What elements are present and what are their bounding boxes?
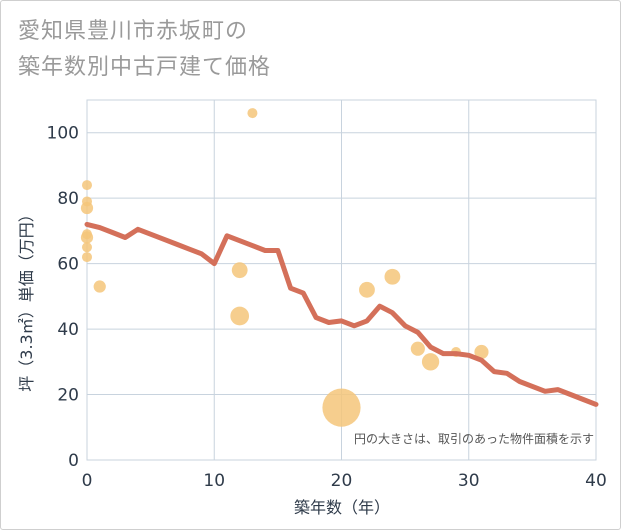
x-tick-label: 30 [458, 471, 480, 491]
y-tick-label: 100 [47, 124, 79, 144]
x-tick-label: 20 [331, 471, 353, 491]
bubble-point [80, 231, 94, 244]
bubble-point [80, 201, 94, 215]
bubbles [80, 108, 489, 427]
bubble-point [359, 281, 375, 298]
bubble-point [410, 341, 425, 356]
title-line-2: 築年数別中古戸建て価格 [18, 55, 272, 80]
y-axis-label: 坪（3.3㎡）単価（万円） [17, 206, 36, 391]
chart-title: 愛知県豊川市赤坂町の 築年数別中古戸建て価格 [18, 14, 271, 86]
bubble-point [82, 252, 92, 263]
bubble-point [82, 242, 92, 253]
y-tick-label: 60 [57, 255, 79, 275]
bubble-point [231, 262, 248, 279]
x-axis-label: 築年数（年） [294, 498, 390, 517]
trend-line [84, 221, 599, 407]
bubble-point [247, 108, 258, 119]
y-tick-label: 40 [57, 320, 79, 340]
bubble-point [421, 353, 440, 371]
y-tick-label: 20 [57, 386, 79, 406]
size-note: 円の大きさは、取引のあった物件面積を示す [354, 431, 594, 446]
ticks: 0 10 20 30 40 0 20 40 60 80 100 [47, 124, 607, 491]
y-tick-label: 0 [68, 451, 79, 471]
bubble-point [384, 268, 401, 285]
x-tick-label: 10 [203, 471, 225, 491]
bubble-point [474, 344, 489, 360]
grid [86, 99, 597, 461]
bubble-point [230, 306, 250, 326]
title-line-1: 愛知県豊川市赤坂町の [18, 19, 249, 44]
x-tick-label: 40 [585, 471, 607, 491]
x-tick-label: 0 [82, 471, 93, 491]
bubble-point [82, 180, 92, 191]
y-tick-label: 80 [57, 189, 79, 209]
bubble-point [322, 388, 361, 427]
bubble-point [93, 280, 106, 293]
